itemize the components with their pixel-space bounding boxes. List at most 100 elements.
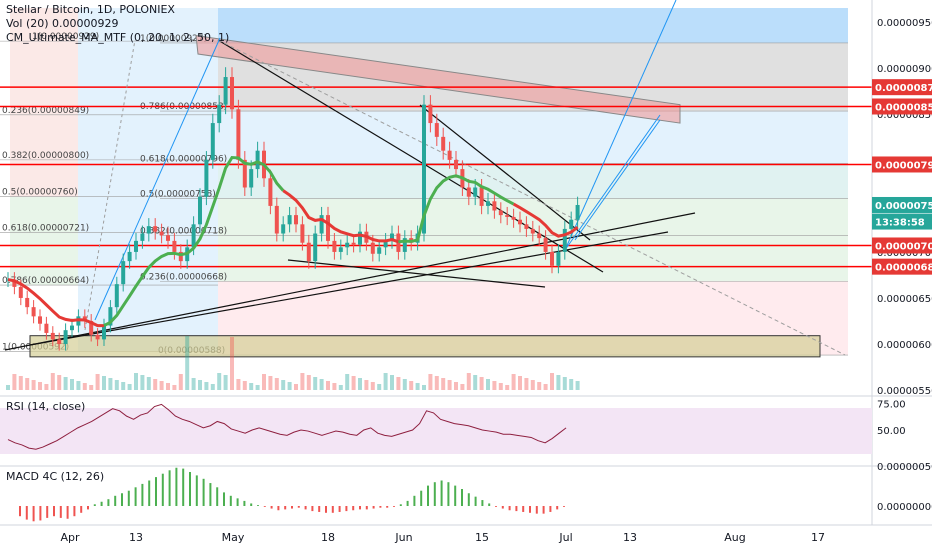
candle: [422, 104, 426, 234]
volume-bar: [236, 379, 241, 390]
price-tick: 0.00000550: [877, 386, 932, 397]
moving-average: [398, 174, 515, 244]
fib-left-label: 1(0.00000929): [32, 32, 99, 42]
volume-bar: [409, 381, 414, 390]
candle: [191, 224, 196, 248]
candle: [498, 210, 503, 216]
price-tag-label: 0.00000684: [875, 263, 932, 274]
fib-right-blue: [218, 111, 848, 164]
price-tick: 0.00000600: [877, 340, 932, 351]
candle: [25, 297, 30, 308]
candle: [198, 196, 202, 225]
volume-bar: [492, 381, 497, 390]
candle: [300, 224, 305, 243]
volume-bar: [44, 384, 49, 390]
volume-bar: [396, 377, 401, 390]
volume-bar: [25, 378, 30, 390]
volume-bar: [383, 373, 388, 390]
volume-label: Vol (20): [6, 17, 49, 30]
fib-left-zone-mid: [10, 196, 78, 286]
candle: [140, 233, 145, 241]
candle: [255, 150, 260, 170]
candle: [505, 215, 510, 217]
volume-bar: [556, 375, 561, 390]
fib-right-label: 0.382(0.00000718): [140, 226, 227, 236]
volume-bar: [76, 381, 81, 390]
volume-bar: [543, 384, 548, 390]
volume-bar: [140, 375, 145, 390]
candle: [159, 231, 164, 236]
time-tick: 15: [475, 531, 489, 544]
candle: [38, 316, 42, 324]
candle: [326, 215, 330, 241]
candle: [428, 104, 433, 124]
candle: [230, 77, 234, 110]
candle: [63, 330, 68, 344]
price-tick: 0.00000850: [877, 110, 932, 121]
volume-bar: [575, 381, 580, 390]
volume-bar: [486, 379, 490, 390]
volume-bar: [511, 374, 516, 390]
candle: [338, 247, 343, 252]
price-tag-label: 0.00000858: [875, 102, 932, 113]
fib-left-label: 0.382(0.00000800): [2, 151, 89, 161]
volume-bar: [262, 374, 266, 390]
trendline: [419, 104, 591, 241]
trendline: [29, 231, 669, 346]
candle: [345, 242, 350, 248]
volume-bar: [300, 373, 305, 390]
volume-bar: [319, 379, 324, 390]
macd-legend[interactable]: MACD 4C (12, 26): [6, 470, 105, 483]
moving-average: [7, 278, 105, 328]
price-tag: [872, 156, 932, 173]
price-tag-label: 0.00000795: [875, 160, 932, 171]
price-tag-label: 0.00000879: [875, 83, 932, 94]
candle: [274, 205, 279, 234]
volume-bar: [530, 380, 535, 390]
volume-bar: [146, 377, 151, 390]
volume-bar: [268, 376, 273, 390]
volume-bar: [198, 380, 202, 390]
volume-bar: [89, 385, 94, 390]
fib-left-label: 0.786(0.00000664): [2, 276, 89, 286]
volume-bar: [422, 385, 426, 390]
candle: [166, 235, 170, 241]
candle: [95, 334, 100, 340]
time-tick: 17: [811, 531, 825, 544]
symbol-title[interactable]: Stellar / Bitcoin, 1D, POLONIEX: [6, 3, 175, 16]
candle: [575, 204, 580, 220]
fib-right-label: 1(0.00000927): [140, 34, 207, 44]
fib-right-label: 0.5(0.00000758): [140, 190, 216, 200]
volume-bar: [498, 383, 503, 390]
candle: [562, 228, 567, 252]
time-tick: 13: [129, 531, 143, 544]
candle: [537, 233, 542, 239]
candle: [281, 224, 286, 234]
time-tick: Aug: [724, 531, 745, 544]
rsi-legend[interactable]: RSI (14, close): [6, 400, 86, 413]
volume-legend[interactable]: Vol (20) 0.00000929: [6, 17, 229, 31]
candle: [454, 159, 458, 170]
time-tick: May: [222, 531, 245, 544]
candle: [102, 325, 106, 340]
price-tag: [872, 196, 932, 213]
volume-bar: [31, 380, 36, 390]
time-tick: 18: [321, 531, 335, 544]
candle: [306, 242, 311, 262]
candle: [153, 226, 158, 232]
volume-bar: [57, 375, 62, 390]
candle: [294, 215, 298, 225]
candle: [479, 187, 484, 206]
ma-indicator-legend[interactable]: CM_Ultimate_MA_MTF (0, 20, 1, 2, 50, 1): [6, 31, 230, 44]
volume-bar: [518, 376, 522, 390]
volume-bar: [38, 382, 42, 390]
volume-bar: [569, 379, 574, 390]
projection-line: [94, 37, 221, 321]
volume-bar: [505, 385, 510, 390]
candle: [223, 77, 228, 105]
volume-bar: [217, 373, 222, 390]
candle: [518, 219, 522, 225]
volume-bar: [210, 384, 215, 390]
candle: [313, 233, 318, 262]
